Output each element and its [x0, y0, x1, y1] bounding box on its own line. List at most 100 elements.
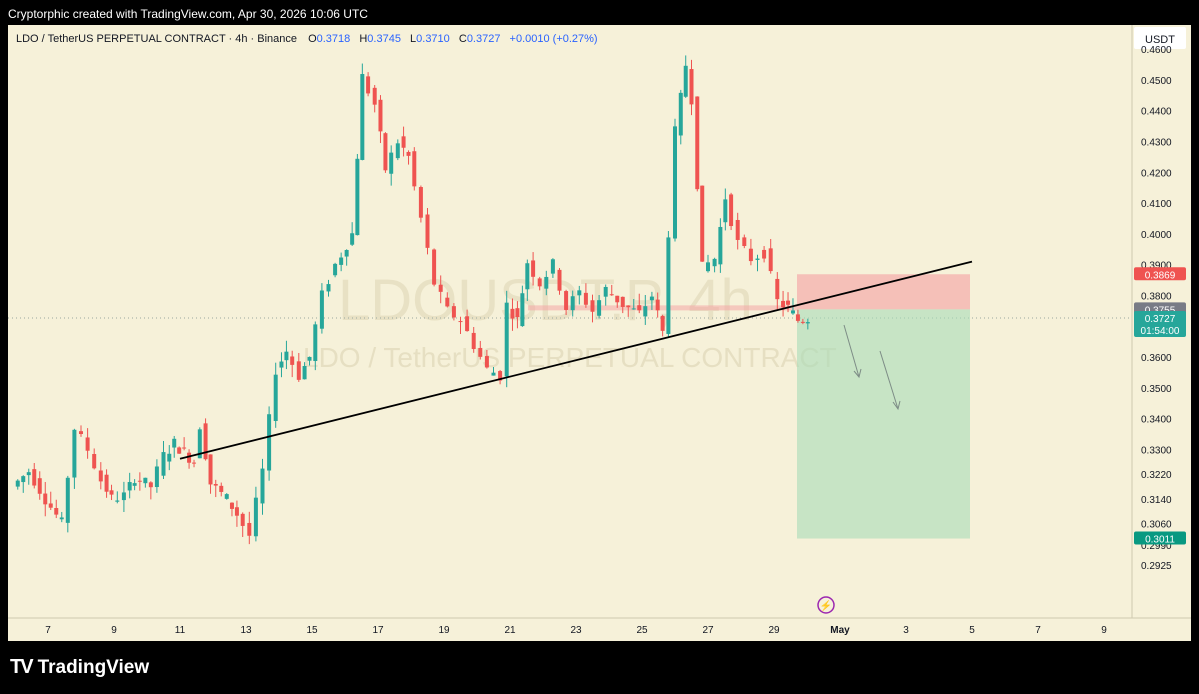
- y-tick-label: 0.3060: [1141, 519, 1172, 530]
- candle-body: [781, 300, 786, 308]
- candle-body: [148, 482, 153, 488]
- candle-body: [735, 219, 740, 240]
- x-tick-label: 17: [372, 625, 384, 636]
- candle-body: [786, 300, 791, 305]
- candle-body: [279, 361, 284, 368]
- candle-body: [21, 476, 26, 483]
- candle-body: [603, 286, 608, 297]
- chart-credit: Cryptorphic created with TradingView.com…: [8, 7, 368, 21]
- legend-change: +0.0010 (+0.27%): [510, 33, 598, 45]
- y-tick-label: 0.2925: [1141, 561, 1172, 572]
- candle-body: [177, 447, 182, 454]
- candle-body: [425, 214, 430, 248]
- stop-loss-zone[interactable]: [797, 274, 970, 310]
- x-tick-label: 23: [570, 625, 582, 636]
- y-tick-label: 0.3600: [1141, 353, 1172, 364]
- candle-body: [290, 356, 295, 365]
- candle-body: [762, 249, 767, 259]
- y-tick-label: 0.4100: [1141, 199, 1172, 210]
- entry-band: [528, 305, 797, 311]
- candle-body: [718, 226, 723, 265]
- candle-body: [296, 361, 301, 380]
- event-lightning-icon[interactable]: [817, 596, 835, 614]
- candle-body: [104, 474, 109, 492]
- candle-body: [557, 269, 562, 291]
- candle-body: [805, 322, 810, 324]
- candle-body: [54, 508, 59, 515]
- candle-body: [406, 151, 411, 156]
- x-tick-label: 19: [438, 625, 450, 636]
- candle-body: [208, 454, 213, 485]
- x-tick-label: 7: [45, 625, 51, 636]
- legend-h-label: H: [359, 33, 367, 45]
- legend-c-label: C: [459, 33, 467, 45]
- candle-body: [372, 87, 377, 105]
- y-tick-label: 0.3300: [1141, 446, 1172, 457]
- y-tick-label: 0.3800: [1141, 292, 1172, 303]
- candle-body: [203, 423, 208, 460]
- candle-body: [273, 374, 278, 421]
- candle-body: [182, 447, 187, 449]
- candle-body: [790, 310, 795, 314]
- x-tick-label: 21: [504, 625, 516, 636]
- projection-arrows[interactable]: [843, 324, 901, 411]
- x-tick-label: 9: [1101, 625, 1107, 636]
- candle-body: [355, 158, 360, 236]
- candle-body: [219, 485, 224, 492]
- candle-body: [695, 96, 700, 190]
- candle-body: [401, 136, 406, 148]
- legend-symbol: LDO / TetherUS PERPETUAL CONTRACT · 4h ·…: [16, 33, 297, 45]
- legend-high: 0.3745: [367, 33, 401, 45]
- candle-body: [302, 366, 307, 380]
- candle-body: [26, 472, 31, 476]
- trendline[interactable]: [179, 260, 973, 460]
- candle-body: [775, 278, 780, 300]
- candle-body: [378, 99, 383, 132]
- candle-body: [267, 414, 272, 471]
- candle-body: [172, 438, 177, 448]
- candle-body: [620, 296, 625, 307]
- candle-body: [615, 295, 620, 303]
- candle-body: [484, 356, 489, 368]
- candle-body: [65, 477, 70, 523]
- candle-body: [631, 308, 636, 310]
- candle-body: [432, 249, 437, 285]
- chart-svg[interactable]: LDOUSDT.P, 4h LDO / TetherUS PERPETUAL C…: [8, 25, 1191, 641]
- x-tick-label: 15: [306, 625, 318, 636]
- candle-body: [768, 248, 773, 272]
- candle-body: [510, 308, 515, 319]
- candle-body: [478, 347, 483, 357]
- candle-body: [689, 69, 694, 105]
- support-trendline[interactable]: [179, 260, 973, 460]
- candle-body: [187, 452, 192, 463]
- take-profit-zone[interactable]: [797, 309, 970, 539]
- candle-body: [121, 492, 126, 501]
- candle-body: [445, 297, 450, 307]
- candle-body: [350, 233, 355, 245]
- y-tick-label: 0.4200: [1141, 168, 1172, 179]
- candle-body: [92, 454, 97, 469]
- short-position-tool[interactable]: [528, 274, 970, 539]
- price-label-text: 0.3727: [1145, 314, 1176, 325]
- candle-body: [550, 259, 555, 274]
- candle-body: [247, 522, 252, 536]
- candle-body: [515, 308, 520, 318]
- candle-body: [240, 513, 245, 526]
- candle-body: [729, 194, 734, 227]
- candle-body: [15, 480, 20, 487]
- currency-button[interactable]: [1134, 27, 1186, 49]
- candle-body: [700, 185, 705, 262]
- candle-body: [234, 507, 239, 516]
- candle-body: [344, 250, 349, 257]
- candle-body: [167, 453, 172, 462]
- x-tick-label: 27: [702, 625, 714, 636]
- candle-body: [307, 356, 312, 361]
- tradingview-logo: TV TradingView: [10, 656, 149, 679]
- candle-body: [143, 477, 148, 484]
- candle-body: [706, 262, 710, 272]
- candle-body: [59, 517, 64, 520]
- legend-open: 0.3718: [317, 33, 351, 45]
- candle-body: [127, 482, 132, 491]
- candle-body: [43, 493, 48, 505]
- x-tick-label: 25: [636, 625, 648, 636]
